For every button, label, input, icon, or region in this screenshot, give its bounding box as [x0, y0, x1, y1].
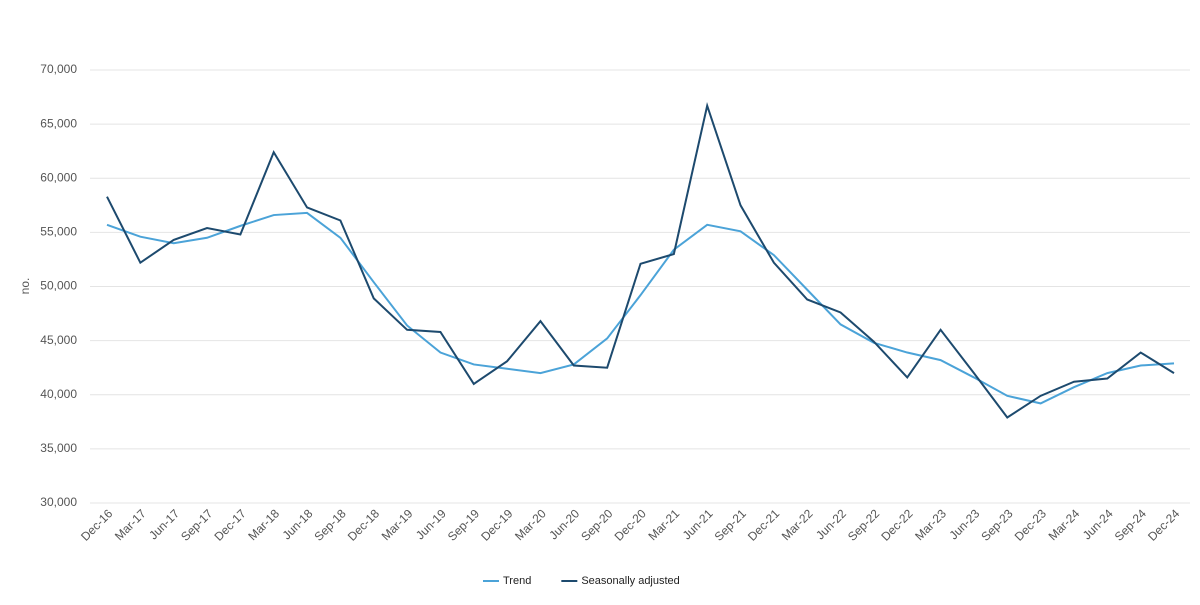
x-tick-label: Mar-18 [245, 506, 282, 543]
x-tick-label: Jun-23 [946, 506, 982, 542]
x-tick-label: Mar-23 [912, 506, 949, 543]
x-tick-label: Dec-16 [78, 506, 115, 543]
x-tick-label: Jun-24 [1080, 506, 1116, 542]
x-tick-label: Dec-23 [1012, 506, 1049, 543]
x-tick-label: Dec-19 [478, 506, 515, 543]
x-tick-label: Sep-19 [445, 506, 482, 543]
x-tick-label: Sep-21 [712, 506, 749, 543]
x-tick-label: Jun-20 [546, 506, 582, 542]
x-tick-label: Dec-22 [878, 506, 915, 543]
x-tick-label: Dec-21 [745, 506, 782, 543]
y-tick-label: 50,000 [40, 279, 77, 293]
x-tick-label: Mar-22 [779, 506, 816, 543]
y-tick-label: 45,000 [40, 333, 77, 347]
legend-label: Trend [503, 575, 531, 587]
x-tick-label: Mar-20 [512, 506, 549, 543]
y-tick-label: 55,000 [40, 225, 77, 239]
x-tick-label: Jun-21 [680, 506, 716, 542]
y-tick-label: 70,000 [40, 62, 77, 76]
x-tick-label: Mar-17 [112, 506, 149, 543]
x-tick-label: Sep-22 [845, 506, 882, 543]
legend-label: Seasonally adjusted [581, 575, 679, 587]
y-axis-label: no. [18, 278, 32, 295]
x-tick-label: Dec-17 [211, 506, 248, 543]
x-tick-label: Dec-24 [1145, 506, 1182, 543]
x-tick-label: Jun-22 [813, 506, 849, 542]
x-tick-label: Mar-21 [645, 506, 682, 543]
x-tick-label: Sep-23 [978, 506, 1015, 543]
y-tick-label: 60,000 [40, 170, 77, 184]
series-line [106, 102, 1175, 419]
y-tick-label: 30,000 [40, 495, 77, 509]
series-line [106, 211, 1175, 405]
y-tick-label: 40,000 [40, 387, 77, 401]
y-tick-label: 65,000 [40, 116, 77, 130]
x-tick-label: Jun-19 [413, 506, 449, 542]
x-tick-label: Sep-20 [578, 506, 615, 543]
x-tick-label: Sep-24 [1112, 506, 1149, 543]
x-tick-label: Jun-18 [280, 506, 316, 542]
x-tick-label: Mar-24 [1046, 506, 1083, 543]
y-tick-label: 35,000 [40, 441, 77, 455]
x-tick-label: Sep-18 [312, 506, 349, 543]
x-tick-label: Mar-19 [379, 506, 416, 543]
x-tick-label: Sep-17 [178, 506, 215, 543]
x-tick-label: Dec-20 [612, 506, 649, 543]
x-tick-label: Dec-18 [345, 506, 382, 543]
x-tick-label: Jun-17 [146, 506, 182, 542]
